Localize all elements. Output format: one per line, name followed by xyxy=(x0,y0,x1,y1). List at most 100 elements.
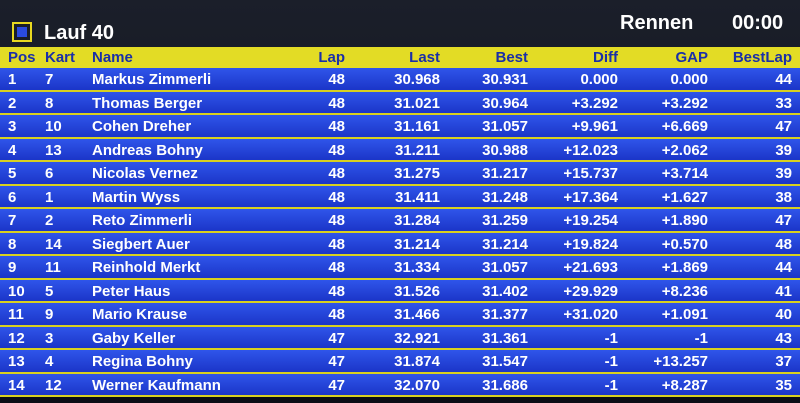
table-cell: 47 xyxy=(775,212,792,229)
table-cell: 31.248 xyxy=(482,188,528,206)
table-cell: 38 xyxy=(775,188,792,206)
table-cell: Mario Krause xyxy=(92,306,188,323)
table-cell: +3.292 xyxy=(571,94,618,112)
table-cell: 41 xyxy=(775,282,792,300)
table-cell: -1 xyxy=(604,353,618,370)
table-cell: 5 xyxy=(45,282,54,300)
table-cell: 43 xyxy=(775,329,792,347)
table-cell: 48 xyxy=(328,306,345,323)
result-row: 3 10 Cohen Dreher 48 31.161 31.057 +9.961 +6.66… xyxy=(0,115,800,139)
table-cell: -1 xyxy=(604,376,618,394)
table-cell: 44 xyxy=(775,71,792,88)
table-cell: 3 xyxy=(8,118,17,135)
table-cell: 31.259 xyxy=(482,212,528,229)
result-row: 6 1 Martin Wyss 48 31.411 31.248 +17.364 +1.627… xyxy=(0,185,800,209)
result-row: 9 11 Reinhold Merkt 48 31.334 31.057 +21.693 +1… xyxy=(0,256,800,280)
table-cell: +19.824 xyxy=(563,235,618,253)
result-row: 13 4 Regina Bohny 47 31.874 31.547 -1 +13.257 37 xyxy=(0,350,800,374)
table-cell: +3.292 xyxy=(661,94,708,112)
table-cell: 31.217 xyxy=(482,165,528,182)
result-row: 12 3 Gaby Keller 47 32.921 31.361 -1 -1 43 xyxy=(0,326,800,350)
table-cell: 31.361 xyxy=(482,329,528,347)
table-cell: 31.284 xyxy=(394,212,440,229)
table-cell: +1.869 xyxy=(661,259,708,276)
table-cell: 31.377 xyxy=(482,306,528,323)
table-cell: 7 xyxy=(8,212,17,229)
table-cell: 47 xyxy=(775,118,792,135)
table-cell: 44 xyxy=(775,259,792,276)
column-header: BestLap xyxy=(732,49,792,66)
table-cell: +19.254 xyxy=(563,212,618,229)
table-cell: 31.211 xyxy=(394,141,440,159)
table-cell: Reto Zimmerli xyxy=(92,212,193,229)
table-cell: 1 xyxy=(45,188,54,206)
table-cell: 31.057 xyxy=(482,259,528,276)
table-cell: 39 xyxy=(775,165,792,182)
table-cell: Regina Bohny xyxy=(92,353,193,370)
table-cell: 31.334 xyxy=(394,259,440,276)
table-cell: 32.921 xyxy=(394,329,440,347)
table-cell: 30.988 xyxy=(482,141,528,159)
table-cell: 0.000 xyxy=(670,71,708,88)
table-cell: +9.961 xyxy=(571,118,618,135)
column-header: GAP xyxy=(675,49,708,66)
logo-icon xyxy=(12,22,32,42)
table-cell: 31.526 xyxy=(394,282,440,300)
table-cell: 31.021 xyxy=(394,94,440,112)
table-cell: -1 xyxy=(604,329,618,347)
table-cell: 48 xyxy=(775,235,792,253)
race-title: Lauf 40 xyxy=(44,22,115,44)
table-cell: 3 xyxy=(45,329,54,347)
table-cell: Gaby Keller xyxy=(92,329,176,347)
table-cell: 31.057 xyxy=(482,118,528,135)
table-cell: 12 xyxy=(8,329,25,347)
column-header: Best xyxy=(495,49,528,66)
table-cell: +1.627 xyxy=(661,188,708,206)
table-cell: 1 xyxy=(8,71,17,88)
table-cell: 48 xyxy=(328,259,345,276)
table-cell: Werner Kaufmann xyxy=(92,376,221,394)
table-cell: 48 xyxy=(328,212,345,229)
header-row: Pos Kart Name Lap Last Best Diff GAP BestLap xyxy=(0,47,800,68)
table-cell: 31.466 xyxy=(394,306,440,323)
column-header: Last xyxy=(409,49,440,66)
table-cell: 37 xyxy=(775,353,792,370)
table-cell: +1.091 xyxy=(661,306,708,323)
table-cell: 5 xyxy=(8,165,17,182)
table-cell: -1 xyxy=(694,329,708,347)
table-cell: Cohen Dreher xyxy=(92,118,192,135)
table-cell: Martin Wyss xyxy=(92,188,181,206)
table-cell: 31.214 xyxy=(394,235,440,253)
table-cell: Reinhold Merkt xyxy=(92,259,201,276)
table-cell: Markus Zimmerli xyxy=(92,71,212,88)
race-mode: Rennen xyxy=(620,12,694,34)
table-cell: 0.000 xyxy=(580,71,618,88)
table-cell: 30.964 xyxy=(482,94,528,112)
table-cell: 48 xyxy=(328,71,345,88)
table-cell: +15.737 xyxy=(563,165,618,182)
table-cell: 11 xyxy=(45,259,61,276)
table-cell: 11 xyxy=(8,306,24,323)
table-cell: Nicolas Vernez xyxy=(92,165,198,182)
table-cell: 2 xyxy=(8,94,17,112)
table-cell: 48 xyxy=(328,188,345,206)
table-cell: 32.070 xyxy=(394,376,440,394)
table-cell: 9 xyxy=(8,259,17,276)
table-cell: 33 xyxy=(775,94,792,112)
table-cell: +21.693 xyxy=(563,259,618,276)
race-time: 00:00 xyxy=(732,12,784,34)
table-cell: 14 xyxy=(8,376,25,394)
table-cell: +0.570 xyxy=(661,235,708,253)
table-cell: 13 xyxy=(45,141,62,159)
table-cell: +2.062 xyxy=(661,141,708,159)
result-row: 5 6 Nicolas Vernez 48 31.275 31.217 +15.737 +3.… xyxy=(0,162,800,186)
table-cell: 8 xyxy=(45,94,54,112)
table-cell: Andreas Bohny xyxy=(92,141,203,159)
table-cell: 6 xyxy=(45,165,54,182)
table-cell: 31.686 xyxy=(482,376,528,394)
table-cell: 8 xyxy=(8,235,17,253)
table-cell: 48 xyxy=(328,282,345,300)
table-cell: +29.929 xyxy=(563,282,618,300)
result-row: 1 7 Markus Zimmerli 48 30.968 30.931 0.000 0.00… xyxy=(0,68,800,92)
table-cell: 7 xyxy=(45,71,54,88)
